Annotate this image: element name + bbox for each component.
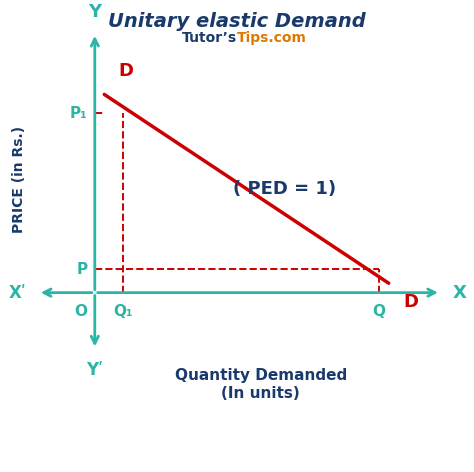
Text: ( PED = 1): ( PED = 1) [233,180,336,198]
Text: Tips.com: Tips.com [237,31,307,45]
Text: P: P [77,261,88,277]
Text: Yʹ: Yʹ [86,361,103,379]
Text: Q₁: Q₁ [113,304,133,320]
Text: X: X [453,284,466,302]
Text: Xʹ: Xʹ [8,284,26,302]
Text: P₁: P₁ [70,106,88,121]
Text: O: O [75,304,88,320]
Text: Quantity Demanded
(In units): Quantity Demanded (In units) [174,368,347,401]
Text: D: D [403,293,418,311]
Text: Y: Y [88,3,101,21]
Text: PRICE (in Rs.): PRICE (in Rs.) [12,126,26,233]
Text: Tutor’s: Tutor’s [182,31,237,45]
Text: Q: Q [373,304,386,320]
Text: Unitary elastic Demand: Unitary elastic Demand [108,12,366,31]
Text: D: D [118,62,134,80]
